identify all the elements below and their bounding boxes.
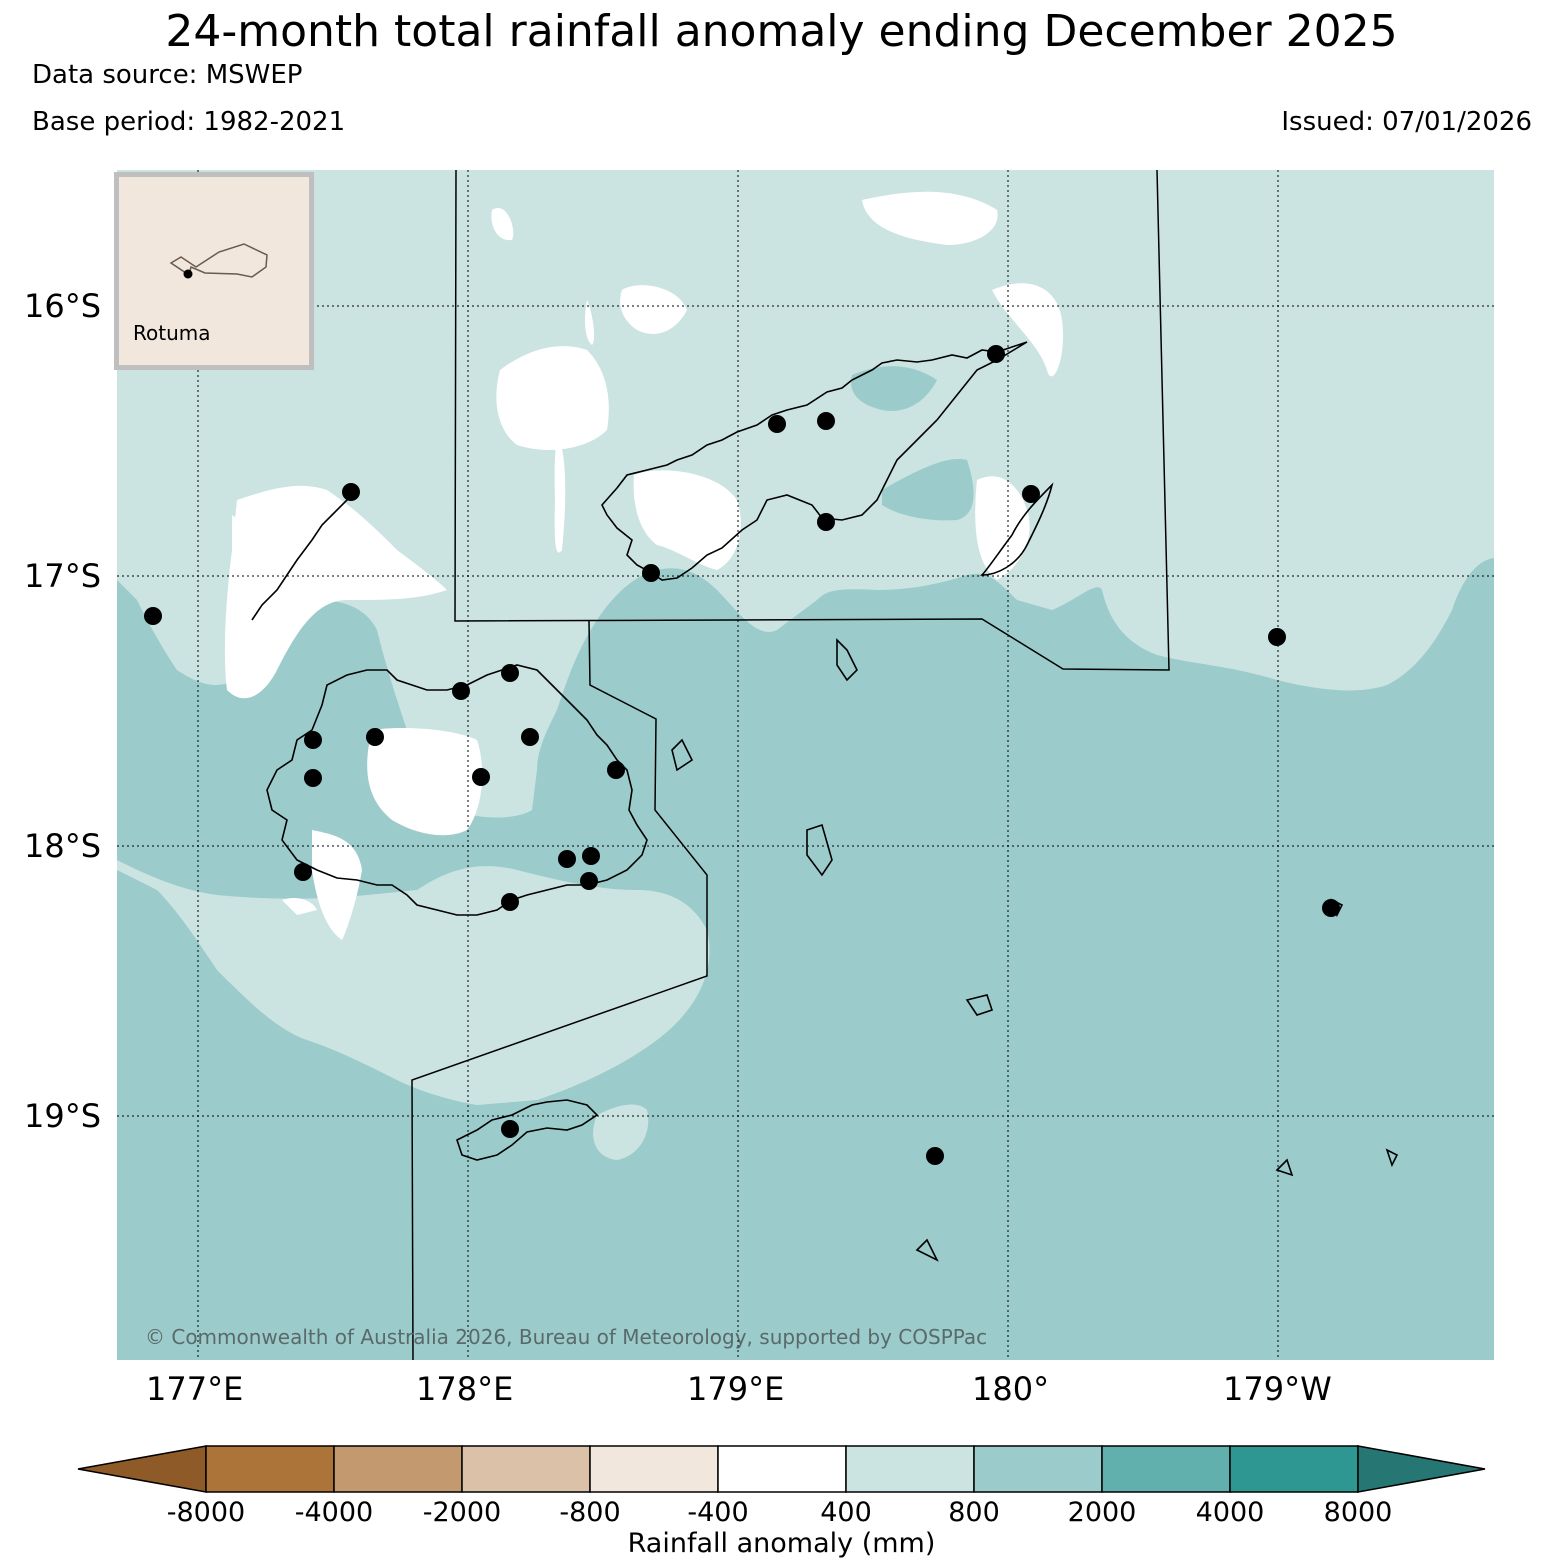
lat-label-16s: 16°S — [24, 287, 102, 325]
colorbar-tick-label: -800 — [559, 1497, 621, 1528]
issued-date: Issued: 07/01/2026 — [1281, 107, 1532, 137]
taveuni-coast — [980, 482, 1054, 576]
colorbar-segment — [845, 1445, 975, 1493]
colorbar-segment — [333, 1445, 463, 1493]
anomaly-fill-kadavu — [593, 1104, 649, 1160]
colorbar-tick-label: 8000 — [1323, 1497, 1393, 1528]
colorbar-segment — [205, 1445, 335, 1493]
colorbar — [77, 1445, 1486, 1493]
rainfall-map — [117, 170, 1494, 1360]
colorbar-extend-low — [77, 1445, 207, 1493]
colorbar-label: Rainfall anomaly (mm) — [627, 1528, 936, 1559]
colorbar-segment — [973, 1445, 1103, 1493]
anomaly-fill-neutral — [224, 191, 1064, 940]
lon-label-177e: 177°E — [146, 1370, 244, 1408]
kadavu-coast — [456, 1099, 599, 1161]
colorbar-segment — [717, 1445, 847, 1493]
station-markers — [144, 345, 1340, 1165]
rotuma-inset: Rotuma — [114, 172, 314, 370]
colorbar-segment — [461, 1445, 591, 1493]
colorbar-tick-label: -4000 — [294, 1497, 374, 1528]
colorbar-tick-label: 2000 — [1067, 1497, 1137, 1528]
data-source: Data source: MSWEP — [32, 60, 303, 90]
lon-label-179w: 179°W — [1223, 1370, 1332, 1408]
base-period: Base period: 1982-2021 — [32, 107, 346, 137]
vanua-levu-coast — [601, 341, 1028, 581]
lat-label-17s: 17°S — [24, 557, 102, 595]
graticule — [117, 170, 1494, 1360]
map-panel[interactable] — [117, 170, 1494, 1360]
viti-levu-coast — [266, 664, 648, 916]
colorbar-tick-label: -8000 — [166, 1497, 246, 1528]
copyright-notice: © Commonwealth of Australia 2026, Bureau… — [145, 1325, 988, 1349]
division-boundaries — [411, 170, 1170, 1360]
inset-label: Rotuma — [133, 321, 211, 345]
colorbar-segment — [1101, 1445, 1231, 1493]
colorbar-extend-high — [1357, 1445, 1486, 1493]
rotuma-outline — [169, 243, 268, 279]
lat-label-19s: 19°S — [24, 1097, 102, 1135]
colorbar-tick-label: 4000 — [1195, 1497, 1265, 1528]
colorbar-tick-label: -2000 — [422, 1497, 502, 1528]
colorbar-segment — [589, 1445, 719, 1493]
anomaly-fill-400-800 — [117, 170, 1494, 1105]
colorbar-tick-label: 400 — [820, 1497, 872, 1528]
lon-label-180: 180° — [972, 1370, 1050, 1408]
lat-label-18s: 18°S — [24, 827, 102, 865]
yasawa-coast — [251, 494, 353, 621]
colorbar-segment — [1229, 1445, 1359, 1493]
lon-label-179e: 179°E — [687, 1370, 785, 1408]
colorbar-tick-label: -400 — [687, 1497, 749, 1528]
anomaly-fill-2000-4000 — [851, 366, 974, 521]
colorbar-tick-label: 800 — [948, 1497, 1000, 1528]
chart-title: 24-month total rainfall anomaly ending D… — [165, 6, 1398, 57]
rotuma-station-marker — [183, 269, 193, 279]
lon-label-178e: 178°E — [416, 1370, 514, 1408]
